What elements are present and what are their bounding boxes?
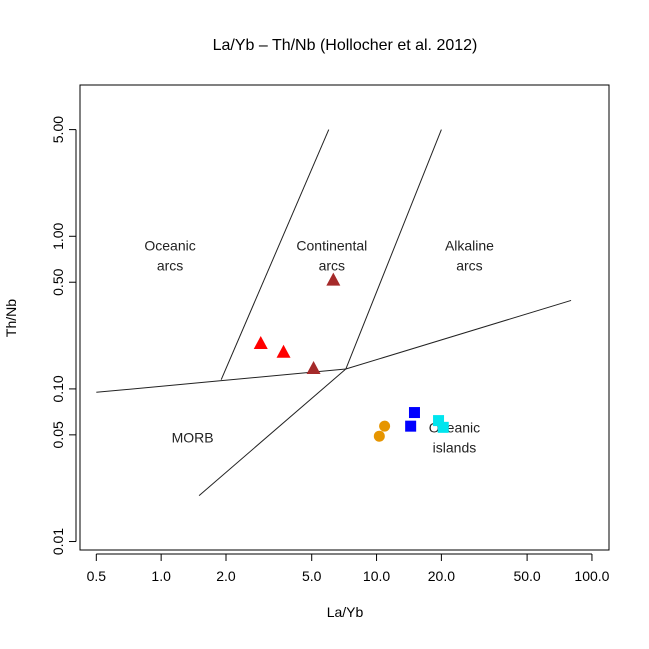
- x-axis: 0.5 1.0 2.0 5.0 10.0 20.0 50.0 100.0: [87, 553, 610, 584]
- field-label: Continental: [296, 237, 367, 253]
- square-marker: [405, 420, 417, 432]
- x-tick-label: 50.0: [513, 568, 540, 584]
- x-axis-label: La/Yb: [327, 604, 364, 620]
- y-axis-label: Th/Nb: [3, 299, 19, 337]
- triangle-marker: [326, 272, 341, 286]
- field-label: arcs: [319, 257, 345, 273]
- boundary-line: [220, 129, 330, 380]
- circle-marker: [379, 420, 391, 432]
- triangle-marker: [306, 361, 321, 375]
- x-tick-label: 1.0: [151, 568, 171, 584]
- x-tick-label: 5.0: [302, 568, 322, 584]
- triangle-marker: [276, 344, 291, 358]
- y-tick-label: 0.05: [50, 421, 66, 448]
- x-tick-label: 20.0: [428, 568, 455, 584]
- field-labels: Oceanic arcs Continental arcs Alkaline arcs MO…: [144, 237, 494, 455]
- circle-marker: [373, 430, 385, 442]
- plot-frame: [79, 84, 610, 551]
- field-label: arcs: [157, 257, 183, 273]
- square-marker: [433, 415, 445, 427]
- boundary-line: [96, 368, 346, 393]
- y-axis: 0.01 0.05 0.10 0.50 1.00 5.00: [50, 116, 77, 555]
- y-tick-label: 5.00: [50, 116, 66, 143]
- x-tick-label: 2.0: [216, 568, 236, 584]
- y-tick-label: 0.01: [50, 528, 66, 555]
- boundary-line: [345, 299, 572, 370]
- boundary-line: [198, 368, 347, 496]
- x-tick-label: 10.0: [363, 568, 390, 584]
- data-points: [253, 272, 449, 442]
- y-tick-label: 0.10: [50, 375, 66, 402]
- boundary-line: [345, 129, 442, 370]
- field-label: arcs: [456, 257, 482, 273]
- y-tick-label: 1.00: [50, 222, 66, 249]
- y-tick-label: 0.50: [50, 268, 66, 295]
- x-tick-label: 0.5: [87, 568, 107, 584]
- square-marker: [408, 407, 420, 419]
- field-label: MORB: [172, 430, 214, 446]
- field-label: Alkaline: [445, 237, 494, 253]
- field-label: Oceanic: [144, 237, 195, 253]
- triangle-marker: [253, 335, 268, 349]
- field-label: islands: [433, 440, 477, 456]
- square-marker: [437, 421, 449, 433]
- chart-title: La/Yb – Th/Nb (Hollocher et al. 2012): [213, 37, 478, 54]
- x-tick-label: 100.0: [574, 568, 609, 584]
- boundary-lines: [96, 129, 572, 496]
